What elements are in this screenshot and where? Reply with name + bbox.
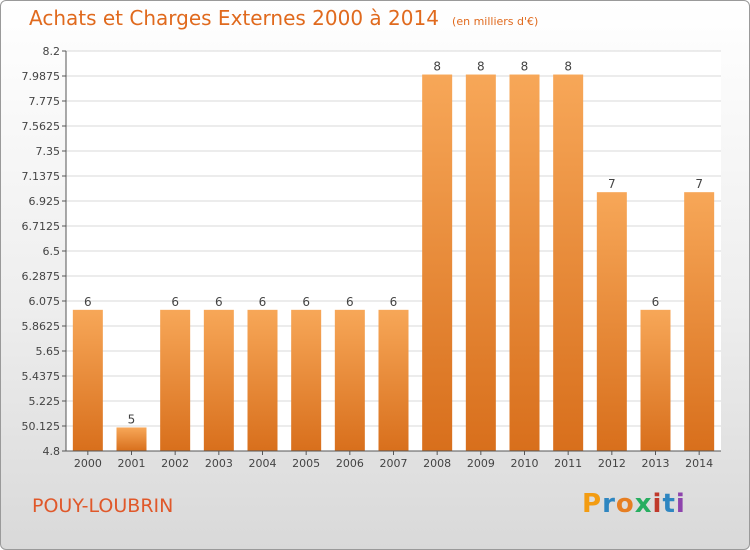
- y-tick-label: 7.35: [36, 145, 61, 158]
- x-tick-label: 2014: [685, 457, 713, 470]
- axes: 4.8 50.125 5.225 5.4375 5.65 5.8625 6.075 6.287…: [22, 45, 721, 470]
- bar-value-label: 8: [433, 60, 441, 74]
- x-tick-label: 2010: [511, 457, 539, 470]
- bar: [509, 74, 540, 451]
- y-tick-label: 5.65: [36, 345, 61, 358]
- bar: [378, 309, 409, 451]
- chart-title: Achats et Charges Externes 2000 à 2014 (…: [29, 6, 538, 30]
- bar: [160, 309, 191, 451]
- bars: 6 5 6 6 6 6 6 6 8 8 8 8 7 6 7: [72, 60, 715, 452]
- bar: [596, 192, 627, 452]
- bar-value-label: 8: [564, 60, 572, 74]
- logo-letter: t: [662, 489, 676, 519]
- y-tick-label: 7.1375: [22, 170, 61, 183]
- y-tick-label: 50.125: [22, 420, 61, 433]
- bar: [72, 309, 103, 451]
- y-tick-label: 5.8625: [22, 320, 61, 333]
- x-tick-label: 2012: [598, 457, 626, 470]
- commune-name: POUY-LOUBRIN: [32, 495, 174, 517]
- y-tick-label: 5.225: [29, 395, 61, 408]
- bar: [553, 74, 584, 451]
- bar-value-label: 6: [346, 295, 354, 309]
- x-tick-label: 2002: [161, 457, 189, 470]
- y-tick-label: 4.8: [43, 445, 61, 458]
- x-tick-label: 2007: [380, 457, 408, 470]
- chart-unit-text: (en milliers d'€): [452, 15, 539, 28]
- bar: [640, 309, 671, 451]
- logo-letter: P: [582, 489, 603, 519]
- bar: [465, 74, 496, 451]
- logo-letter: r: [602, 489, 616, 519]
- bar-value-label: 8: [521, 60, 529, 74]
- y-tick-label: 6.7125: [22, 220, 61, 233]
- bar: [684, 192, 715, 452]
- x-tick-label: 2011: [554, 457, 582, 470]
- x-tick-label: 2003: [205, 457, 233, 470]
- bar-value-label: 6: [171, 295, 179, 309]
- y-tick-label: 6.5: [43, 245, 61, 258]
- y-tick-label: 7.5625: [22, 120, 61, 133]
- y-tick-label: 6.2875: [22, 270, 61, 283]
- logo-letter: i: [675, 489, 686, 519]
- x-tick-label: 2005: [292, 457, 320, 470]
- x-tick-label: 2013: [642, 457, 670, 470]
- x-tick-label: 2001: [118, 457, 146, 470]
- bar: [422, 74, 453, 451]
- x-tick-label: 2009: [467, 457, 495, 470]
- x-tick-label: 2008: [423, 457, 451, 470]
- y-tick-label: 8.2: [43, 45, 61, 58]
- bar-value-label: 7: [695, 177, 703, 191]
- bar: [291, 309, 322, 451]
- bar-value-label: 6: [84, 295, 92, 309]
- proxiti-logo[interactable]: Proxiti: [582, 489, 686, 519]
- y-tick-label: 7.775: [29, 95, 61, 108]
- bar-value-label: 6: [390, 295, 398, 309]
- bar: [334, 309, 365, 451]
- bar-value-label: 6: [215, 295, 223, 309]
- bar-value-label: 8: [477, 60, 485, 74]
- y-tick-label: 6.075: [29, 295, 61, 308]
- bar: [247, 309, 278, 451]
- bar-value-label: 6: [259, 295, 267, 309]
- logo-letter: o: [615, 489, 635, 519]
- x-tick-label: 2006: [336, 457, 364, 470]
- logo-letter: x: [634, 489, 653, 519]
- bar-value-label: 7: [608, 177, 616, 191]
- y-tick-label: 7.9875: [22, 70, 61, 83]
- x-tick-label: 2004: [249, 457, 277, 470]
- logo-letter: i: [652, 489, 663, 519]
- bar-value-label: 6: [652, 295, 660, 309]
- bar-value-label: 6: [302, 295, 310, 309]
- y-tick-label: 6.925: [29, 195, 61, 208]
- bar-value-label: 5: [128, 412, 136, 426]
- bar: [203, 309, 234, 451]
- chart-title-text: Achats et Charges Externes 2000 à 2014: [29, 6, 439, 30]
- bar: [116, 427, 147, 451]
- x-tick-label: 2000: [74, 457, 102, 470]
- y-tick-label: 5.4375: [22, 370, 61, 383]
